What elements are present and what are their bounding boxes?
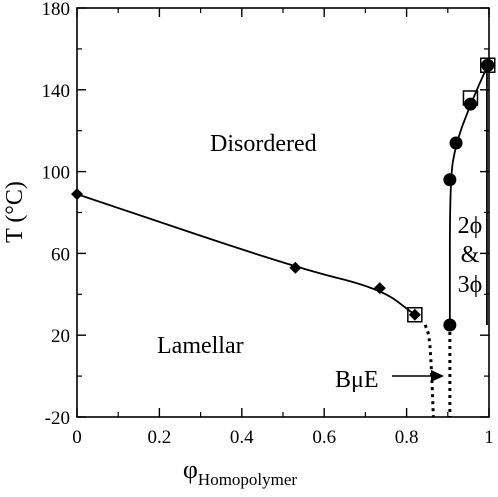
series-line-0 <box>76 193 416 316</box>
open-square-marker <box>480 57 496 74</box>
label-disordered: Disordered <box>210 131 317 157</box>
diamond-marker <box>71 188 83 201</box>
diamond-marker <box>289 261 302 274</box>
diamond-marker <box>373 282 386 295</box>
y-tick-label: 100 <box>42 163 71 184</box>
bue-arrow-head <box>431 370 444 382</box>
axis-ticks: 0 0.2 0.4 0.6 0.8 1 -20 20 60 100 140 180 <box>42 0 494 448</box>
y-tick-label: 60 <box>51 244 70 265</box>
circle-marker <box>449 136 463 150</box>
open-square-marker <box>462 90 479 106</box>
y-axis-title: T (°C) <box>2 181 28 243</box>
label-lamellar: Lamellar <box>157 333 244 359</box>
x-tick-label: 0.2 <box>148 427 172 448</box>
x-tick-label: 0 <box>72 427 82 448</box>
circle-marker <box>481 58 495 72</box>
x-axis-symbol: φ <box>183 455 198 484</box>
circle-marker <box>443 318 457 332</box>
y-tick-label: -20 <box>45 408 70 429</box>
y-tick-label: 140 <box>42 81 71 102</box>
x-tick-label: 0.4 <box>230 427 254 448</box>
label-two-phase: 2ϕ <box>458 213 483 239</box>
x-axis-title: φHomopolymer <box>183 455 298 489</box>
label-and: & <box>461 242 480 268</box>
x-tick-label: 1 <box>484 427 494 448</box>
plot-frame <box>76 7 490 418</box>
diamond-marker <box>408 308 421 321</box>
x-axis-subscript: Homopolymer <box>198 470 297 489</box>
series-layer <box>76 64 489 418</box>
circle-marker <box>443 173 457 187</box>
label-three-phase: 3ϕ <box>458 272 483 298</box>
x-tick-label: 0.8 <box>395 427 419 448</box>
circle-marker <box>463 97 477 111</box>
y-tick-label: 20 <box>51 326 70 347</box>
label-bue: BμE <box>335 367 379 393</box>
open-square-marker <box>407 307 423 323</box>
y-tick-label: 180 <box>42 0 71 20</box>
marker-layer <box>71 57 496 332</box>
x-tick-label: 0.6 <box>312 427 336 448</box>
